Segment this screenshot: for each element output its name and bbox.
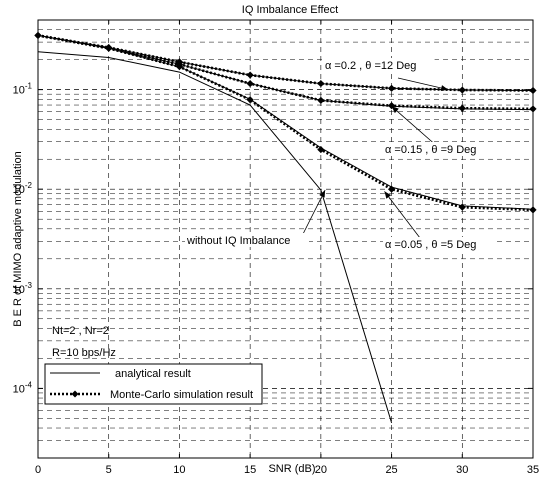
simulation-point (387, 84, 396, 92)
legend-box (44, 363, 263, 405)
x-tick-label: 5 (106, 464, 112, 476)
x-tick-label: 10 (173, 464, 185, 476)
legend-label-analytical: analytical result (115, 368, 191, 380)
y-axis-label: B E R of MIMO adaptive modulation (12, 151, 24, 326)
annotation-label-bg (185, 233, 309, 247)
legend-marker-simulation (71, 390, 79, 398)
annotation-arrow-line (397, 77, 449, 91)
annotations: α =0.2 , θ =12 Deg α =0.15 , θ =9 Deg α =0… (185, 58, 495, 251)
simulation-point (246, 96, 254, 104)
annotation-label: α =0.2 , θ =12 Deg (325, 60, 416, 72)
annotation-label: without IQ Imbalance (186, 235, 290, 247)
x-axis-ticks: 0 5 10 15 20 25 30 35 (35, 20, 539, 476)
annotation-label-bg (383, 142, 495, 156)
annotation-arrowhead (384, 191, 392, 199)
simulation-point (246, 79, 254, 88)
plot-frame (37, 19, 534, 459)
x-tick-label: 15 (244, 464, 256, 476)
series-analytical-0 (37, 51, 393, 424)
x-axis-label: SNR (dB) (268, 463, 315, 475)
x-tick-label: 0 (35, 464, 41, 476)
annotation-label: α =0.05 , θ =5 Deg (385, 239, 476, 251)
annotation-arrow-line (299, 189, 326, 241)
simulation-point (175, 58, 184, 66)
y-tick-label: 10-3 (13, 281, 33, 296)
series-simulation-5 (37, 34, 534, 111)
y-tick-label: 10-2 (13, 181, 33, 196)
y-axis-ticks: 10-1 10-2 10-3 10-4 (13, 82, 533, 395)
x-tick-label: 20 (315, 464, 327, 476)
chart-title: IQ Imbalance Effect (242, 4, 338, 16)
simulation-point (246, 71, 254, 79)
nt-nr-label: Nt=2 , Nr=2 (52, 325, 109, 337)
x-tick-label: 25 (385, 464, 397, 476)
simulation-point (317, 96, 325, 104)
y-tick-label: 10-4 (13, 380, 33, 395)
simulation-point (458, 104, 466, 112)
annotation-label: α =0.15 , θ =9 Deg (385, 144, 476, 156)
simulation-point (317, 79, 325, 88)
series-layer (37, 34, 534, 424)
series-simulation-6 (37, 34, 534, 92)
simulation-point (458, 203, 466, 211)
annotation-arrowhead (319, 190, 326, 198)
legend-label-simulation: Monte-Carlo simulation result (110, 389, 253, 401)
x-tick-label: 30 (456, 464, 468, 476)
y-tick-label: 10-1 (13, 82, 33, 97)
x-tick-label: 35 (527, 464, 539, 476)
annotation-label-bg (323, 58, 435, 72)
rate-label: R=10 bps/Hz (52, 347, 116, 359)
simulation-point (317, 145, 325, 154)
legend: analytical result Monte-Carlo simulation… (44, 363, 263, 405)
annotation-label-bg (383, 237, 495, 251)
annotation-arrow-line (391, 105, 439, 148)
simulation-point (105, 43, 113, 52)
simulation-point (458, 86, 466, 94)
annotation-arrowhead (440, 85, 449, 91)
annotation-arrow-line (384, 191, 421, 239)
simulation-point (387, 185, 396, 193)
annotation-arrowhead (391, 106, 399, 114)
